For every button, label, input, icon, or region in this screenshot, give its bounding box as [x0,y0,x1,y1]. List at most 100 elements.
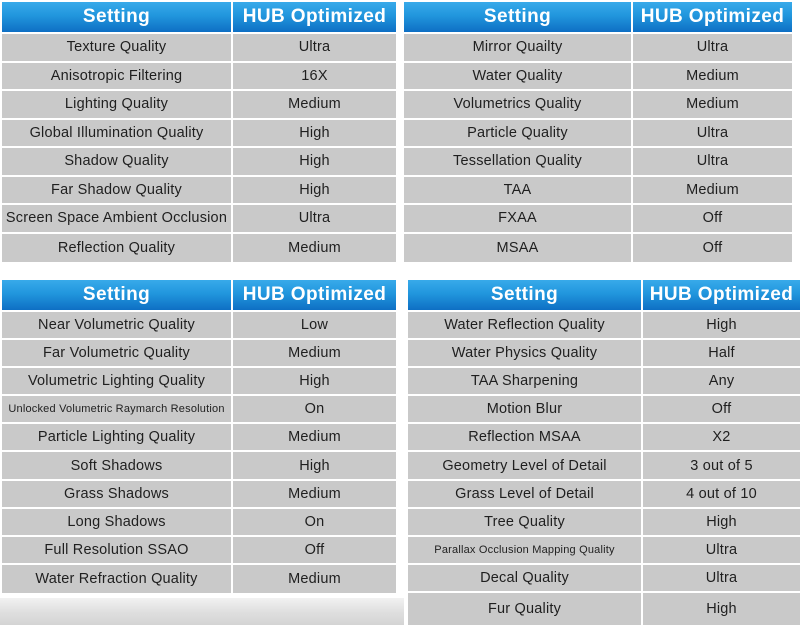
value-cell: 16X [301,67,328,84]
setting-cell: Reflection Quality [2,233,233,262]
table-row: Screen Space Ambient Occlusion Ultra [2,205,396,234]
value-cell: Off [304,541,325,558]
table-row: Near Volumetric Quality Low [2,312,396,341]
setting-cell: Tessellation Quality [404,148,633,175]
setting-cell: Decal Quality [408,564,643,591]
table-row: Water Reflection Quality High [408,312,800,341]
table-row: Reflection MSAA X2 [408,424,800,453]
value-cell: Ultra [298,210,331,227]
setting-cell: Screen Space Ambient Occlusion [2,205,233,232]
table-row: Motion Blur Off [408,396,800,425]
value-cell: X2 [712,429,731,446]
table-row: Water Physics Quality Half [408,340,800,369]
table-row: Water Refraction Quality Medium [2,564,396,593]
setting-cell: Geometry Level of Detail [408,452,643,479]
value-cell: Off [711,401,732,418]
value-cell: High [299,181,330,198]
value-cell: High [706,600,737,617]
setting-cell: MSAA [404,233,633,262]
setting-cell: FXAA [404,205,633,232]
table-body: Water Reflection Quality High Water Physic… [408,312,800,625]
table-header-row: Setting HUB Optimized [404,2,792,34]
value-cell: Medium [288,345,341,362]
table-row: Particle Quality Ultra [404,119,792,148]
setting-cell: TAA [404,176,633,203]
setting-cell: Grass Level of Detail [408,480,643,507]
setting-cell: Water Physics Quality [408,340,643,367]
column-header-hub-optimized: HUB Optimized [640,6,785,27]
value-cell: Low [300,317,329,334]
table-row: Water Quality Medium [404,62,792,91]
value-cell: Ultra [705,569,738,586]
value-cell: On [304,401,325,418]
setting-cell: Far Volumetric Quality [2,340,233,367]
value-cell: Medium [288,570,341,587]
setting-cell: Motion Blur [408,396,643,423]
value-cell: Medium [686,181,739,198]
value-cell: Ultra [696,39,729,56]
table-body: Mirror Quailty Ultra Water Quality Medium Vo… [404,34,792,262]
table-body: Near Volumetric Quality Low Far Volumetric… [2,312,396,593]
value-cell: High [299,457,330,474]
value-cell: Ultra [705,541,738,558]
table-row: Particle Lighting Quality Medium [2,424,396,453]
value-cell: Ultra [298,39,331,56]
setting-cell: Texture Quality [2,34,233,61]
setting-cell: Volumetric Lighting Quality [2,368,233,395]
table-row: Volumetrics Quality Medium [404,91,792,120]
table-row: Shadow Quality High [2,148,396,177]
table-row: Fur Quality High [408,592,800,625]
value-cell: Off [702,210,723,227]
table-row: Reflection Quality Medium [2,233,396,262]
setting-cell: Shadow Quality [2,148,233,175]
table-row: Anisotropic Filtering 16X [2,62,396,91]
setting-cell: Parallax Occlusion Mapping Quality [408,536,643,563]
setting-cell: Anisotropic Filtering [2,62,233,89]
setting-cell: Water Refraction Quality [2,564,233,593]
setting-cell: Tree Quality [408,508,643,535]
value-cell: High [299,124,330,141]
table-row: TAA Sharpening Any [408,368,800,397]
table-header-row: Setting HUB Optimized [2,280,396,312]
column-header-hub-optimized: HUB Optimized [649,284,794,305]
value-cell: Medium [288,485,341,502]
value-cell: High [299,373,330,390]
value-cell: Off [702,239,723,256]
column-header-hub-optimized: HUB Optimized [242,6,387,27]
setting-cell: Soft Shadows [2,452,233,479]
setting-cell: Grass Shadows [2,480,233,507]
table-top-right: Setting HUB Optimized Mirror Quailty Ultra W… [404,2,792,262]
table-row: Soft Shadows High [2,452,396,481]
setting-cell: Mirror Quailty [404,34,633,61]
table-row: Texture Quality Ultra [2,34,396,63]
value-cell: Medium [288,429,341,446]
value-cell: On [304,513,325,530]
table-row: Grass Shadows Medium [2,480,396,509]
value-cell: Any [708,373,735,390]
column-header-hub-optimized: HUB Optimized [242,284,387,305]
table-row: Far Shadow Quality High [2,176,396,205]
table-header-row: Setting HUB Optimized [408,280,800,312]
value-cell: Medium [288,96,341,113]
setting-cell: Reflection MSAA [408,424,643,451]
table-row: FXAA Off [404,205,792,234]
table-bottom-left: Setting HUB Optimized Near Volumetric Qual… [2,280,396,593]
table-row: Long Shadows On [2,508,396,537]
table-header-row: Setting HUB Optimized [2,2,396,34]
value-cell: Medium [288,239,341,256]
setting-cell: Water Reflection Quality [408,312,643,339]
setting-cell: Lighting Quality [2,91,233,118]
table-top-left: Setting HUB Optimized Texture Quality Ultra… [2,2,396,262]
setting-cell: Far Shadow Quality [2,176,233,203]
setting-cell: Fur Quality [408,592,643,625]
setting-cell: TAA Sharpening [408,368,643,395]
setting-cell: Global Illumination Quality [2,119,233,146]
setting-cell: Full Resolution SSAO [2,536,233,563]
table-row: Global Illumination Quality High [2,119,396,148]
table-row: Tessellation Quality Ultra [404,148,792,177]
value-cell: High [706,513,737,530]
table-row: TAA Medium [404,176,792,205]
value-cell: Medium [686,96,739,113]
setting-cell: Particle Quality [404,119,633,146]
table-row: Parallax Occlusion Mapping Quality Ultra [408,536,800,565]
